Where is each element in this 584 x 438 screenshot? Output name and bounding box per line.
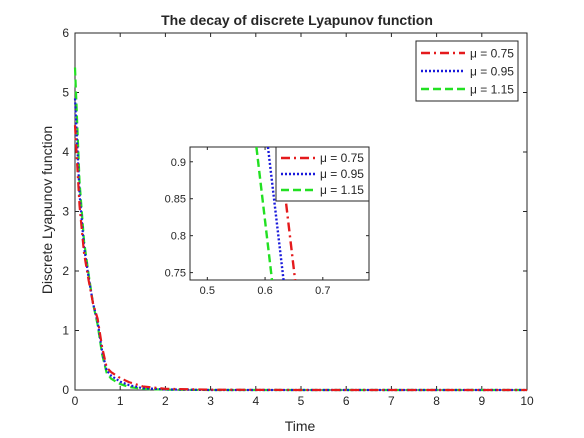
x-tick-label: 1 [117,394,124,408]
y-tick-label: 5 [62,86,69,100]
legend-entry: μ = 0.95 [470,64,514,78]
legend-entry: μ = 0.95 [320,167,364,181]
legend-entry: μ = 0.75 [320,151,364,165]
legend-entry: μ = 0.75 [470,46,514,60]
legend-box [275,146,370,202]
y-tick-label: 3 [62,205,69,219]
chart-title: The decay of discrete Lyapunov function [161,12,433,28]
main-plot-lines [73,67,527,392]
inset-y-tick-label: 0.85 [165,194,186,206]
inset-y-tick-label: 0.75 [165,268,186,280]
y-tick-label: 2 [62,264,69,278]
y-tick-label: 0 [62,383,69,397]
x-tick-label: 10 [520,394,534,408]
y-tick-label: 4 [62,145,69,159]
legend-entry: μ = 1.15 [320,183,364,197]
inset-zoom-panel: 0.5 0.6 0.70.750.80.850.9 μ = 0.75μ = 0.95μ… [165,146,370,297]
x-tick-label: 4 [252,394,259,408]
x-tick-label: 0 [72,394,79,408]
inset-y-tick-label: 0.8 [171,231,186,243]
inset-series-line [255,147,274,280]
y-tick-label: 1 [62,324,69,338]
x-tick-label: 2 [162,394,169,408]
x-tick-label: 6 [343,394,350,408]
inset-x-tick-label: 0.7 [315,285,330,297]
main-axes: 0 1 2 3 4 5 6 7 8 9 10 0 1 2 3 4 5 6 [62,26,534,408]
x-tick-label: 3 [207,394,214,408]
y-tick-label: 6 [62,26,69,40]
series-line [73,125,527,392]
inset-legend: μ = 0.75 μ = 0.95 μ = 1.15 [275,146,370,202]
inset-y-tick-label: 0.9 [171,157,186,169]
x-tick-label: 5 [298,394,305,408]
inset-x-tick-label: 0.6 [257,285,272,297]
inset-x-tick-label: 0.5 [200,285,215,297]
x-tick-label: 9 [478,394,485,408]
y-axis-label: Discrete Lyapunov function [39,126,55,294]
x-axis-label: Time [285,418,316,434]
legend-entry: μ = 1.15 [470,82,514,96]
x-tick-label: 8 [433,394,440,408]
main-legend: μ = 0.75 μ = 0.95 μ = 1.15 [415,40,519,102]
x-tick-label: 7 [388,394,395,408]
